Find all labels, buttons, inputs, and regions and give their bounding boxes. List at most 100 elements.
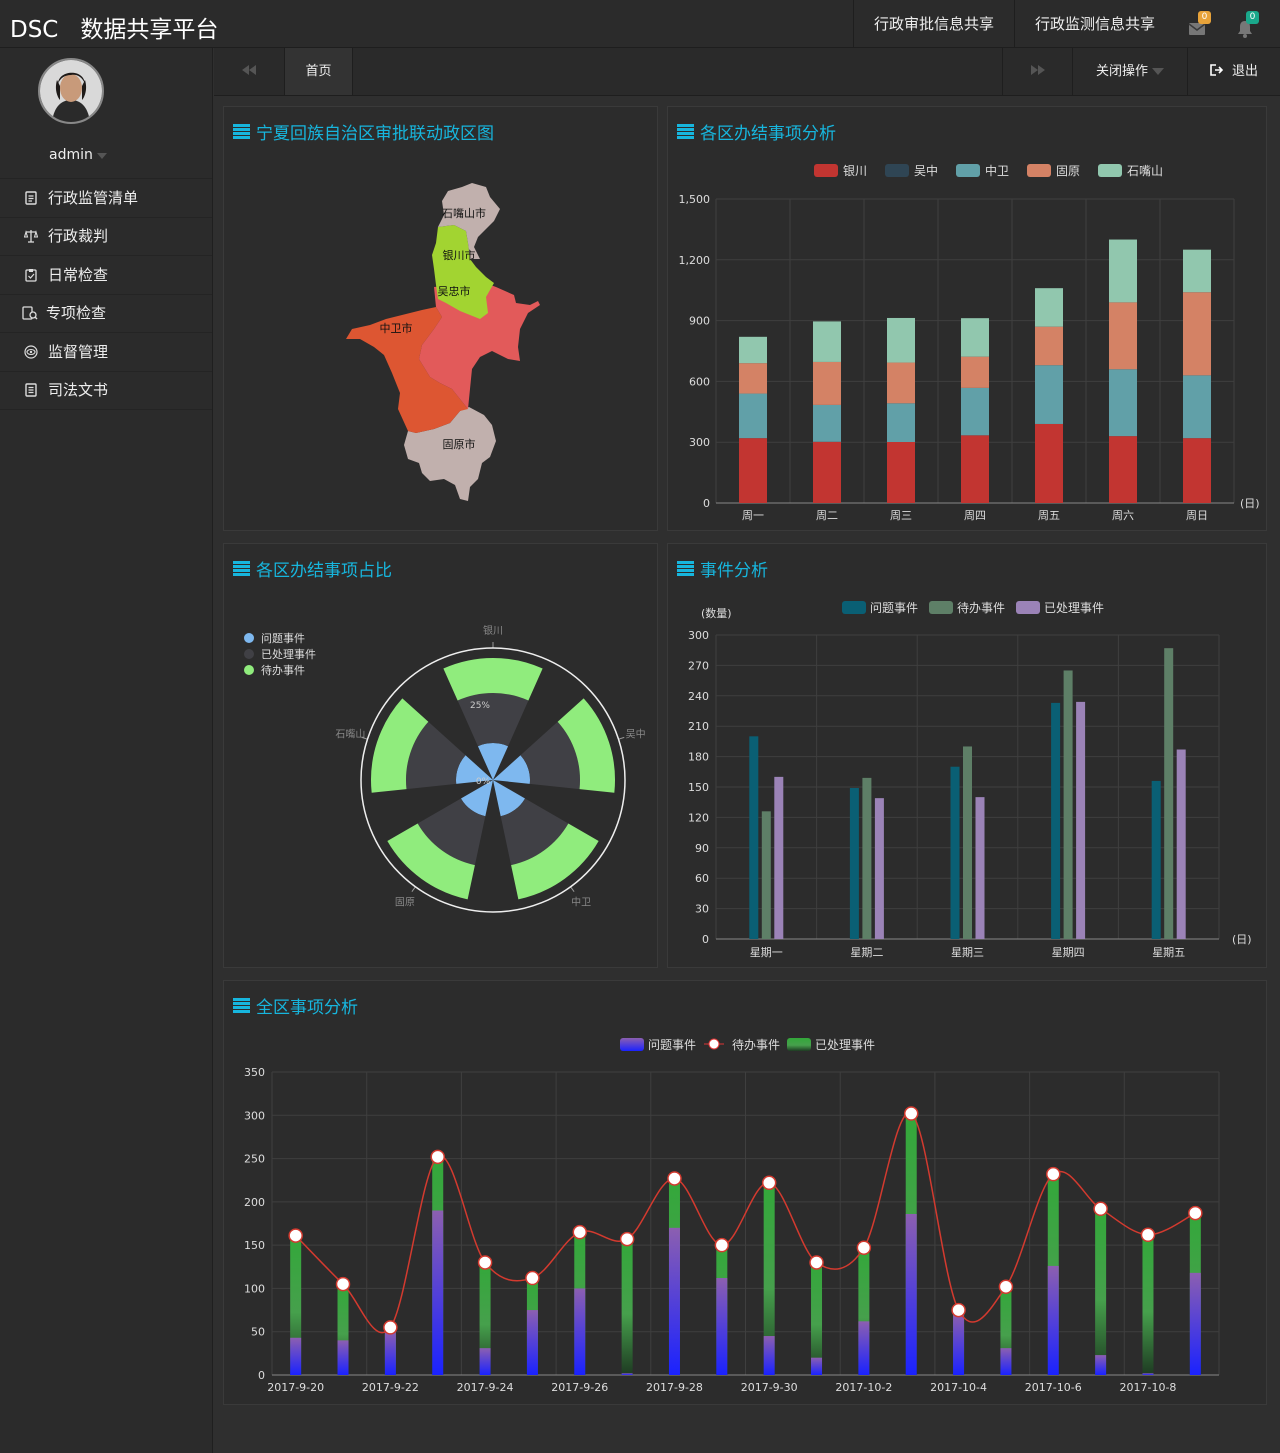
sidebar-item-judicial-documents[interactable]: 司法文书	[0, 372, 212, 410]
sidebar-item-adjudication[interactable]: 行政裁判	[0, 218, 212, 256]
bar-handled	[621, 1239, 633, 1375]
polar-bar-segment	[493, 755, 530, 784]
line-point	[761, 1175, 777, 1191]
legend-dot	[244, 649, 254, 659]
line-point	[572, 1224, 588, 1240]
x-axis-unit: (日)	[1232, 933, 1252, 946]
bar-handled	[1142, 1234, 1154, 1375]
legend-item[interactable]: 吴中	[885, 163, 938, 178]
polar-panel-title: 各区办结事项占比	[233, 556, 392, 581]
mail-badge: 0	[1198, 11, 1211, 24]
bar	[1076, 701, 1086, 939]
legend-item[interactable]: 中卫	[956, 163, 1009, 178]
legend-swatch	[842, 601, 866, 614]
legend-item[interactable]: 问题事件	[244, 632, 305, 645]
bar-problem	[1142, 1373, 1154, 1375]
legend-item[interactable]: 待办事件	[244, 663, 305, 677]
legend-item[interactable]: 固原	[1027, 164, 1080, 178]
x-tick-label: 周五	[1038, 509, 1060, 522]
tab-scroll-right[interactable]	[1002, 48, 1072, 95]
map-region-wuzhong[interactable]	[419, 281, 540, 409]
bar-panel-title: 各区办结事项分析	[677, 119, 836, 144]
map-region-yinchuan[interactable]	[432, 225, 494, 319]
legend-label: 待办事件	[957, 600, 1005, 615]
tab-scroll-left[interactable]	[214, 48, 284, 95]
map-label-wuzhong: 吴忠市	[438, 284, 471, 298]
bar-handled	[1000, 1286, 1012, 1375]
legend-item[interactable]: 问题事件	[620, 1038, 696, 1052]
legend-label: 待办事件	[732, 1037, 780, 1052]
x-tick-label: 2017-10-4	[930, 1381, 987, 1394]
bar-problem	[1047, 1265, 1059, 1375]
close-ops-label: 关闭操作	[1095, 64, 1148, 79]
bar-segment	[887, 362, 915, 404]
legend-swatch	[1027, 164, 1051, 177]
notification-button[interactable]: 0	[1236, 11, 1259, 38]
map-region-shizuishan[interactable]	[438, 183, 500, 259]
sidebar-item-special-inspection[interactable]: 专项检查	[0, 295, 212, 333]
brand-logo: DSC	[10, 17, 59, 43]
legend-item[interactable]: 石嘴山	[1098, 164, 1163, 178]
table-icon	[233, 998, 250, 1013]
bar-segment	[1183, 292, 1211, 376]
line-point	[903, 1106, 919, 1121]
chevron-down-icon	[96, 153, 107, 159]
y-tick-label: 600	[689, 375, 710, 388]
angle-axis-label: 中卫	[571, 895, 591, 908]
legend-item[interactable]: 待办事件	[704, 1037, 780, 1052]
table-icon	[677, 124, 694, 139]
legend-dot	[244, 665, 254, 675]
sidebar-menu: 行政监管清单 行政裁判 日常检查 专项检查 监督管理 司法文书	[0, 178, 212, 410]
tab-home[interactable]: 首页	[284, 48, 352, 95]
y-tick-label: 0	[703, 497, 710, 510]
y-tick-label: 900	[689, 315, 710, 328]
close-ops-dropdown[interactable]: 关闭操作	[1072, 48, 1187, 95]
legend-swatch	[787, 1038, 811, 1051]
bar-segment	[1109, 302, 1137, 370]
sidebar-item-supervision[interactable]: 监督管理	[0, 333, 212, 372]
bar-segment	[1035, 365, 1063, 424]
app-title: 数据共享平台	[80, 17, 219, 43]
x-tick-label: 星期一	[750, 946, 783, 959]
legend-item[interactable]: 待办事件	[929, 600, 1005, 615]
table-icon	[233, 124, 250, 139]
sidebar-item-daily-inspection[interactable]: 日常检查	[0, 256, 212, 295]
bar-handled	[337, 1284, 349, 1375]
bar-segment	[813, 321, 841, 362]
x-tick-label: 星期三	[951, 946, 984, 959]
legend-item[interactable]: 问题事件	[842, 601, 918, 615]
double-chevron-right-icon	[1030, 65, 1045, 75]
line-point	[619, 1231, 635, 1247]
legend-label: 固原	[1056, 164, 1080, 178]
angle-axis-label: 石嘴山	[335, 729, 365, 741]
legend-label: 问题事件	[870, 601, 918, 615]
brand: DSC 数据共享平台	[10, 10, 218, 44]
polar-bar-segment	[460, 780, 493, 817]
map-region-guyuan[interactable]	[404, 407, 496, 501]
double-chevron-left-icon	[242, 65, 256, 75]
legend-item[interactable]: 已处理事件	[244, 648, 316, 661]
legend-item[interactable]: 银川	[814, 164, 867, 178]
line-point	[477, 1255, 493, 1270]
y-tick-label: 0	[702, 933, 709, 946]
all-panel-title: 全区事项分析	[233, 993, 358, 1018]
legend-item[interactable]: 已处理事件	[787, 1038, 875, 1052]
y-tick-label: 200	[244, 1196, 265, 1209]
nav-monitor-share[interactable]: 行政监测信息共享	[1014, 0, 1175, 48]
user-menu[interactable]: admin	[49, 147, 107, 163]
bar-segment	[961, 435, 989, 503]
nav-approval-share[interactable]: 行政审批信息共享	[853, 0, 1014, 48]
bar	[963, 746, 972, 939]
bar	[1063, 670, 1073, 939]
x-tick-label: 2017-9-28	[646, 1381, 703, 1394]
legend-item[interactable]: 已处理事件	[1016, 601, 1104, 615]
sidebar-item-regulatory-list[interactable]: 行政监管清单	[0, 179, 212, 218]
scale-icon	[24, 230, 38, 243]
avatar[interactable]	[38, 58, 104, 124]
map-region-zhongwei[interactable]	[346, 307, 468, 433]
sidebar-item-label: 行政裁判	[48, 227, 109, 246]
mail-button[interactable]: 0	[1188, 11, 1211, 36]
x-tick-label: 周二	[816, 509, 838, 522]
logout-button[interactable]: 退出	[1187, 48, 1280, 95]
bar-segment	[961, 387, 989, 436]
